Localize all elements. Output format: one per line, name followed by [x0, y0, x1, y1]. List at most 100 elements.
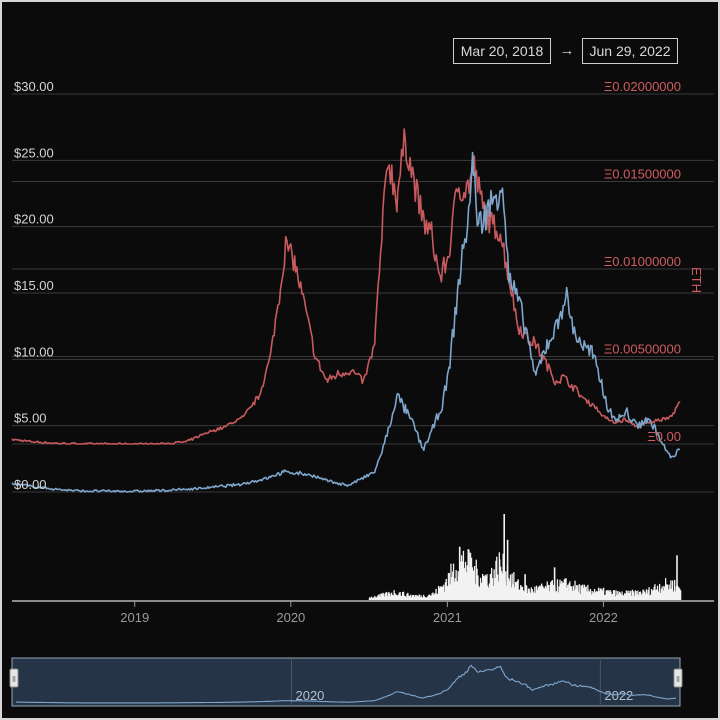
- volume-bar: [529, 593, 532, 600]
- volume-bar: [636, 593, 638, 600]
- volume-bar: [496, 556, 498, 600]
- volume-bar: [404, 596, 406, 600]
- navigator-right-handle[interactable]: [673, 668, 683, 688]
- volume-bar: [408, 595, 410, 600]
- volume-bar: [520, 585, 522, 600]
- volume-bar: [382, 592, 384, 600]
- volume-bar: [434, 593, 436, 600]
- volume-bar: [652, 590, 654, 600]
- y-right-tick-label: Ξ0.02000000: [604, 79, 681, 94]
- volume-bar: [372, 597, 374, 600]
- volume-bar: [664, 587, 666, 600]
- volume-bar: [648, 587, 650, 600]
- start-date-input[interactable]: Mar 20, 2018: [453, 38, 551, 64]
- volume-bar: [479, 587, 481, 600]
- volume-bar: [402, 591, 405, 600]
- x-tick-label: 2020: [276, 610, 305, 625]
- end-date-input[interactable]: Jun 29, 2022: [582, 38, 678, 64]
- volume-bar: [618, 594, 620, 600]
- volume-bar: [445, 578, 447, 600]
- volume-bar: [562, 582, 564, 600]
- volume-bar: [440, 586, 442, 600]
- volume-bar: [610, 591, 612, 600]
- volume-bar: [425, 597, 427, 600]
- volume-bar: [456, 581, 459, 600]
- date-range-arrow: →: [559, 42, 575, 59]
- volume-bar: [497, 581, 500, 600]
- volume-bar: [530, 587, 532, 600]
- volume-bar: [590, 594, 592, 600]
- volume-bar: [597, 587, 600, 600]
- range-navigator[interactable]: 2020 2022 ⦀ ⦀: [9, 657, 683, 707]
- y-left-tick-label: $10.00: [14, 344, 54, 359]
- navigator-tick-label: 2020: [295, 688, 324, 703]
- y-right-tick-label: Ξ0.00500000: [604, 342, 681, 357]
- volume-bar: [393, 590, 395, 600]
- volume-bar: [535, 592, 537, 600]
- volume-bar: [667, 589, 669, 600]
- volume-bar: [478, 585, 480, 600]
- volume-bar: [380, 593, 382, 600]
- volume-bar: [671, 588, 673, 600]
- volume-bar: [568, 583, 570, 600]
- volume-bar: [501, 573, 503, 600]
- volume-bar: [474, 584, 476, 600]
- volume-bar: [416, 595, 418, 600]
- volume-bar: [533, 593, 535, 600]
- volume-bar: [672, 590, 674, 600]
- volume-bar: [587, 584, 589, 600]
- volume-bar: [585, 586, 587, 600]
- volume-bar: [369, 597, 371, 600]
- volume-bar: [674, 591, 677, 600]
- volume-bar: [624, 593, 626, 600]
- volume-bar: [510, 587, 512, 600]
- volume-bar: [562, 582, 565, 600]
- volume-bar: [514, 582, 517, 600]
- volume-bar: [491, 578, 494, 600]
- volume-bar: [475, 559, 477, 600]
- volume-bar: [401, 595, 403, 600]
- navigator-window[interactable]: [11, 657, 681, 707]
- volume-bar: [540, 586, 542, 600]
- volume-spike-bar: [503, 514, 505, 600]
- volume-bar: [556, 579, 559, 600]
- volume-bar: [453, 581, 456, 600]
- volume-bar: [576, 585, 578, 600]
- x-tick-label: 2022: [589, 610, 618, 625]
- volume-bar: [418, 594, 420, 600]
- volume-bar: [583, 584, 586, 600]
- volume-bar: [387, 592, 389, 600]
- volume-bar: [483, 576, 485, 600]
- volume-bar: [409, 596, 411, 600]
- volume-bar: [543, 587, 545, 600]
- volume-bar: [465, 572, 467, 600]
- volume-bar: [386, 596, 388, 600]
- volume-bar: [526, 585, 528, 600]
- volume-bar: [497, 574, 499, 600]
- volume-bar: [630, 590, 632, 600]
- volume-bar: [526, 593, 529, 600]
- volume-bar: [680, 590, 682, 600]
- volume-bar: [518, 589, 520, 600]
- volume-bar: [520, 586, 523, 600]
- volume-bar: [662, 590, 664, 600]
- navigator-left-handle[interactable]: [9, 668, 19, 688]
- volume-bar: [384, 592, 387, 600]
- volume-bar: [515, 582, 518, 600]
- volume-bar: [419, 597, 421, 600]
- volume-bar: [656, 585, 659, 600]
- volume-bar: [481, 583, 483, 600]
- volume-bar: [634, 590, 636, 600]
- volume-bar: [512, 584, 514, 600]
- volume-bar: [582, 588, 585, 600]
- volume-bar: [417, 595, 419, 600]
- volume-bar: [661, 586, 663, 600]
- y-left-tick-label: $20.00: [14, 212, 54, 227]
- volume-bar: [398, 592, 400, 600]
- volume-bar: [578, 584, 580, 600]
- volume-bar: [605, 590, 607, 600]
- volume-bar: [405, 597, 407, 600]
- volume-bar: [563, 579, 565, 600]
